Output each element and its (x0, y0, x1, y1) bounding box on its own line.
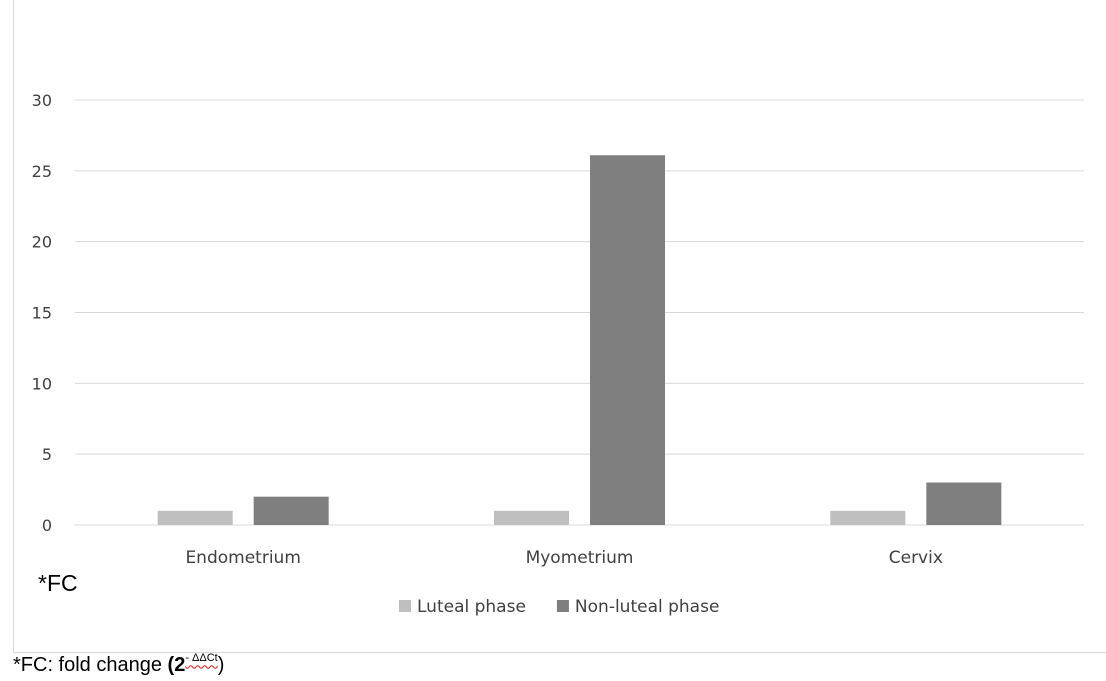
footnote-base: 2 (174, 654, 186, 676)
y-axis-label: *FC (38, 570, 78, 596)
y-tick-label: 25 (32, 162, 52, 181)
x-axis-categories: Endometrium Myometrium Cervix (185, 548, 942, 568)
bars (157, 155, 1002, 525)
bar (830, 510, 906, 525)
y-tick-label: 20 (32, 233, 52, 252)
footnote-close-paren: ) (217, 654, 225, 676)
y-tick-label: 0 (42, 516, 52, 535)
footnote-prefix: *FC: fold change (13, 654, 168, 676)
x-category-label: Endometrium (185, 548, 300, 568)
footnote: *FC: fold change (2- ΔΔCt) (13, 652, 225, 677)
legend-label: Luteal phase (417, 597, 526, 617)
y-tick-label: 10 (32, 374, 52, 393)
legend-label: Non-luteal phase (575, 597, 720, 617)
y-tick-label: 15 (32, 304, 52, 323)
y-tick-label: 5 (42, 445, 52, 464)
chart-frame (13, 0, 1106, 653)
bar (926, 482, 1002, 525)
legend-swatch (399, 600, 411, 612)
y-axis-ticks: 0 5 10 15 20 25 30 (32, 91, 52, 535)
y-tick-label: 30 (32, 91, 52, 110)
bar (253, 496, 329, 525)
x-category-label: Myometrium (526, 548, 634, 568)
footnote-open-paren: ( (167, 654, 175, 676)
bar-chart: 0 5 10 15 20 25 30 Endometrium Myometrium Cervix… (32, 91, 1084, 617)
bar (494, 510, 569, 525)
legend: Luteal phase Non-luteal phase (399, 597, 719, 617)
legend-swatch (556, 600, 569, 612)
x-category-label: Cervix (889, 548, 943, 568)
gridlines (75, 99, 1084, 526)
bar (157, 510, 233, 525)
bar (590, 155, 665, 525)
footnote-exponent: - ΔΔCt (185, 652, 218, 665)
